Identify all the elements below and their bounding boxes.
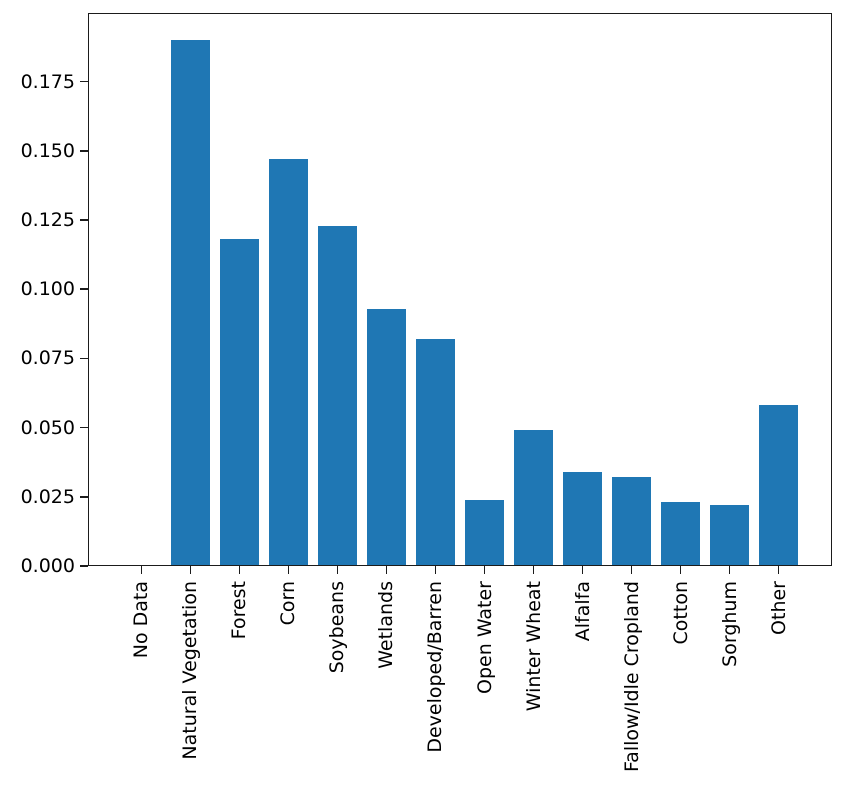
- x-tick-label-other: Other: [767, 581, 790, 635]
- y-tick-label-0.150: 0.150: [20, 139, 75, 162]
- y-tick-label-0.100: 0.100: [20, 278, 75, 301]
- x-tick-label-wetlands: Wetlands: [375, 581, 398, 669]
- x-tick-label-forest: Forest: [228, 581, 251, 640]
- y-tick-label-0.075: 0.075: [20, 347, 75, 370]
- y-tick-mark: [80, 426, 88, 429]
- x-tick-mark: [777, 566, 780, 574]
- y-tick-mark: [80, 150, 88, 152]
- plot-area: [88, 13, 832, 566]
- bar-alfalfa: [562, 471, 603, 565]
- bar-wetlands: [366, 308, 407, 565]
- x-tick-label-open-water: Open Water: [473, 581, 496, 694]
- x-tick-mark: [728, 566, 731, 574]
- x-tick-mark: [679, 566, 682, 574]
- bar-developed-barren: [415, 339, 456, 565]
- x-tick-label-sorghum: Sorghum: [718, 581, 741, 667]
- x-tick-label-fallow-idle-cropland: Fallow/Idle Cropland: [620, 581, 643, 772]
- x-tick-label-developed-barren: Developed/Barren: [424, 581, 447, 753]
- x-tick-mark: [189, 566, 192, 574]
- bar-natural-vegetation: [170, 40, 211, 565]
- y-tick-mark: [80, 219, 88, 221]
- y-tick-mark: [80, 565, 88, 567]
- y-tick-mark: [80, 288, 88, 291]
- x-tick-mark: [336, 566, 339, 574]
- x-tick-label-soybeans: Soybeans: [326, 581, 349, 674]
- y-tick-label-0.025: 0.025: [20, 485, 75, 508]
- x-tick-mark: [581, 566, 584, 574]
- bar-corn: [268, 159, 309, 565]
- x-tick-mark: [532, 566, 535, 574]
- x-tick-label-cotton: Cotton: [669, 581, 692, 645]
- y-tick-label-0.175: 0.175: [20, 70, 75, 93]
- x-tick-label-natural-vegetation: Natural Vegetation: [179, 581, 202, 760]
- x-tick-mark: [385, 566, 388, 574]
- x-tick-label-winter-wheat: Winter Wheat: [522, 581, 545, 712]
- bar-sorghum: [709, 505, 750, 565]
- bar-fallow-idle-cropland: [611, 477, 652, 565]
- x-tick-mark: [630, 566, 633, 574]
- y-tick-mark: [80, 357, 88, 360]
- x-tick-label-no-data: No Data: [130, 581, 153, 659]
- x-tick-mark: [483, 566, 486, 574]
- x-tick-label-alfalfa: Alfalfa: [571, 581, 594, 642]
- y-tick-mark: [80, 80, 88, 83]
- y-tick-label-0.000: 0.000: [20, 555, 75, 577]
- x-tick-label-corn: Corn: [277, 581, 300, 626]
- bar-open-water: [464, 499, 505, 565]
- x-tick-mark: [238, 566, 241, 574]
- bar-forest: [219, 239, 260, 565]
- bar-other: [758, 405, 799, 565]
- x-tick-mark: [434, 566, 437, 574]
- y-tick-label-0.050: 0.050: [20, 416, 75, 439]
- x-tick-mark: [140, 566, 143, 574]
- bar-soybeans: [317, 225, 358, 565]
- bar-cotton: [660, 502, 701, 565]
- y-tick-label-0.125: 0.125: [20, 209, 75, 232]
- x-tick-mark: [287, 566, 290, 574]
- y-tick-mark: [80, 496, 88, 498]
- bar-winter-wheat: [513, 430, 554, 565]
